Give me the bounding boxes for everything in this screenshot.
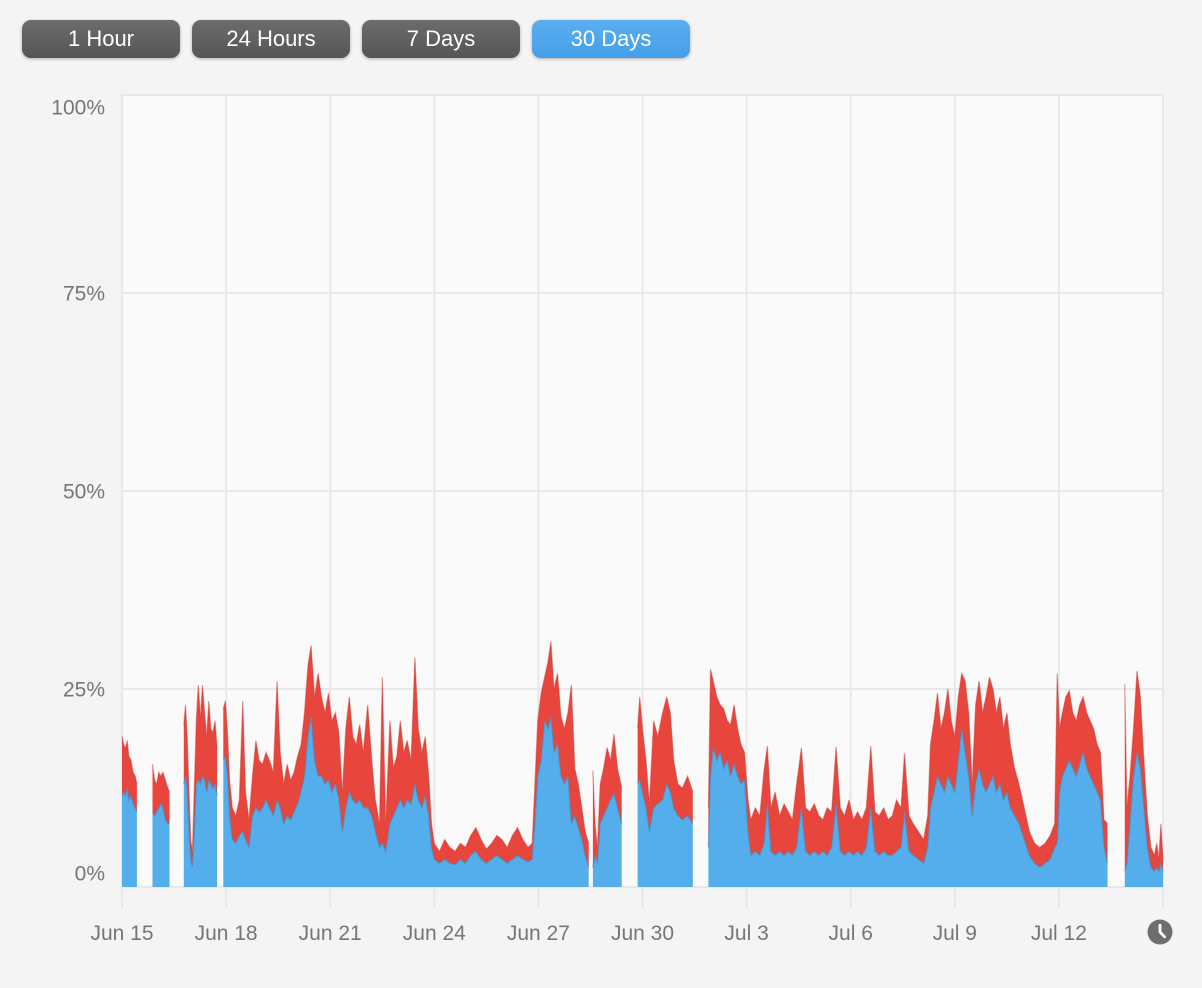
blue-area-edge xyxy=(1124,752,1164,874)
red-area-segment xyxy=(183,685,218,868)
blue-area-segment xyxy=(1124,752,1163,887)
blue-area-edge xyxy=(707,728,1109,869)
blue-area-segment xyxy=(637,780,693,887)
red-area-segment xyxy=(223,641,589,868)
red-area-edge xyxy=(183,684,218,852)
y-axis-tick-label: 0% xyxy=(75,863,105,886)
red-area-segment xyxy=(637,696,693,832)
x-axis-tick-label: Jun 21 xyxy=(299,922,362,945)
red-area-edge xyxy=(592,734,623,848)
blue-area-segment xyxy=(122,788,137,887)
red-area-edge xyxy=(222,641,590,853)
time-range-button-7-days[interactable]: 7 Days xyxy=(362,20,520,58)
red-area-edge xyxy=(637,696,694,804)
red-area-edge xyxy=(121,736,138,785)
blue-area-edge xyxy=(592,791,623,868)
x-axis-tick-label: Jun 18 xyxy=(195,922,258,945)
y-axis-tick-label: 50% xyxy=(63,481,105,504)
blue-area-edge xyxy=(183,774,218,868)
red-area-segment xyxy=(152,764,170,824)
blue-area-edge xyxy=(151,802,170,825)
x-axis-tick-label: Jul 3 xyxy=(724,922,768,945)
x-axis-tick-label: Jul 12 xyxy=(1031,922,1087,945)
x-axis-tick-label: Jul 9 xyxy=(933,922,977,945)
blue-area-segment xyxy=(223,716,589,887)
blue-area-edge xyxy=(636,778,694,832)
x-axis-tick-label: Jun 30 xyxy=(611,922,674,945)
time-range-button-30-days[interactable]: 30 Days xyxy=(532,20,690,58)
blue-area-edge xyxy=(121,787,138,813)
y-axis-tick-label: 75% xyxy=(63,283,105,306)
red-area-edge xyxy=(1124,670,1164,860)
y-axis-tick-label: 100% xyxy=(51,97,105,120)
blue-area-segment xyxy=(592,793,622,887)
blue-area-segment xyxy=(152,803,170,887)
clock-icon[interactable] xyxy=(1146,918,1174,946)
x-axis-tick-label: Jun 27 xyxy=(507,922,570,945)
red-area-edge xyxy=(151,764,171,793)
red-area-segment xyxy=(708,669,1108,868)
x-axis-tick-label: Jun 24 xyxy=(403,922,466,945)
time-range-toolbar: 1 Hour 24 Hours 7 Days 30 Days xyxy=(22,20,690,58)
red-area-segment xyxy=(592,734,622,868)
x-axis-tick-label: Jun 15 xyxy=(90,922,153,945)
time-range-button-1-hour[interactable]: 1 Hour xyxy=(22,20,180,58)
time-range-button-24-hours[interactable]: 24 Hours xyxy=(192,20,350,58)
y-axis-tick-label: 25% xyxy=(63,679,105,702)
red-area-segment xyxy=(1124,670,1163,872)
x-axis-tick-label: Jul 6 xyxy=(829,922,873,945)
blue-area-segment xyxy=(183,776,218,887)
red-area-edge xyxy=(707,669,1108,849)
blue-area-edge xyxy=(222,716,590,868)
blue-area-segment xyxy=(708,728,1108,887)
